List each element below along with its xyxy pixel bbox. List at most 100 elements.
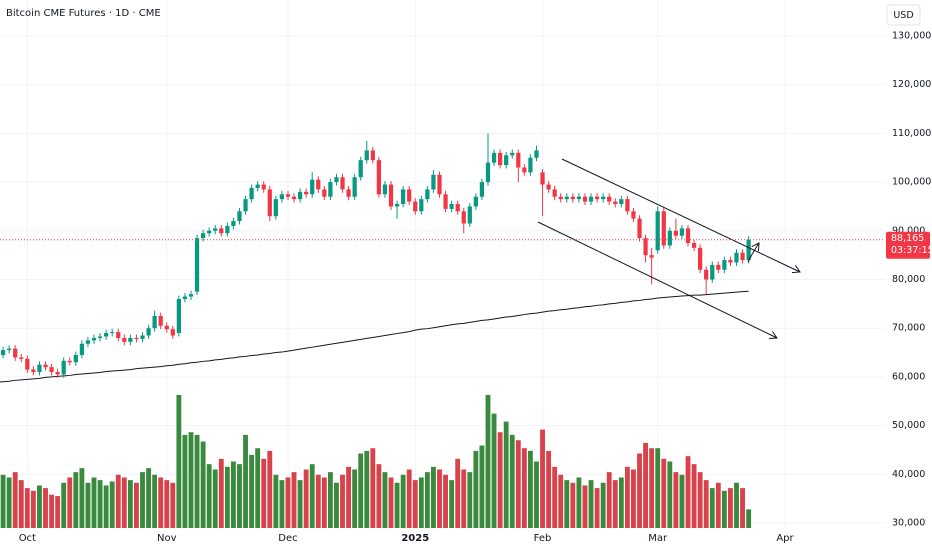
x-tick-label: Mar: [648, 533, 668, 544]
volume-bar: [491, 413, 497, 528]
volume-bar: [200, 441, 206, 528]
volume-bar: [49, 494, 55, 528]
candle-body: [219, 228, 224, 234]
volume-bar: [570, 482, 576, 528]
volume-bar: [691, 464, 697, 528]
volume-bar: [534, 461, 539, 528]
candle-body: [140, 335, 145, 339]
candle-body: [0, 350, 6, 355]
volume-bar: [558, 474, 564, 528]
volume-bar: [24, 488, 30, 528]
volume-bar: [115, 474, 121, 528]
candle-body: [207, 230, 212, 234]
candle-body: [534, 150, 539, 158]
volume-bar: [249, 454, 255, 528]
x-tick-label: Feb: [534, 533, 552, 544]
candle-body: [576, 196, 582, 200]
candle-body: [431, 174, 436, 190]
volume-bar: [424, 472, 430, 528]
volume-bar: [164, 480, 170, 528]
candle-body: [419, 199, 424, 212]
candle-body: [67, 360, 72, 363]
candle-body: [504, 155, 509, 166]
candle-body: [667, 230, 672, 246]
candle-body: [734, 252, 739, 263]
candle-body: [73, 354, 78, 363]
volume-bar: [321, 477, 327, 528]
volume-bar: [55, 496, 61, 528]
candle-body: [473, 196, 478, 207]
volume-bar: [30, 490, 36, 528]
volume-bar: [521, 448, 527, 528]
volume-bar: [103, 485, 109, 528]
volume-bar: [273, 474, 279, 528]
candle-body: [31, 369, 36, 373]
candle-body: [279, 194, 285, 200]
candle-body: [328, 182, 333, 197]
volume-bar: [37, 485, 42, 528]
candle-body: [607, 196, 612, 202]
candle-body: [413, 201, 418, 212]
axis-layer: 30,000 40,000 50,000 60,000 70,000 80,000 90,0…: [19, 30, 932, 544]
currency[interactable]: USD: [893, 10, 913, 21]
candle-body: [637, 218, 642, 239]
volume-bar: [303, 469, 309, 528]
candle-body: [625, 199, 630, 212]
volume-bar: [515, 440, 521, 528]
volume-bar: [679, 474, 685, 528]
volume-bar: [685, 456, 691, 528]
candle-body: [455, 204, 460, 212]
volume-bar: [631, 469, 636, 528]
y-tick-label: 70,000: [892, 323, 925, 334]
volume-bar: [449, 480, 455, 528]
volume-bar: [67, 477, 73, 528]
candle-body: [558, 196, 563, 200]
volume-bar: [261, 458, 267, 528]
countdown: 03:37:15: [891, 245, 932, 256]
moving-average: [0, 290, 749, 383]
candle-body: [564, 196, 569, 200]
volume-bar: [364, 450, 370, 528]
candle-body: [273, 199, 278, 217]
volume-bar: [315, 474, 321, 528]
volume-bar: [418, 477, 424, 528]
drawings: [537, 158, 801, 340]
volume-bar: [394, 482, 400, 528]
volume-bar: [503, 421, 509, 528]
candle-body: [200, 233, 206, 239]
volume-bar: [121, 477, 127, 528]
candle-body: [716, 264, 721, 270]
volume-bar: [437, 469, 442, 528]
volume-bar: [97, 480, 103, 528]
last-price-box: [886, 231, 930, 259]
candle-body: [188, 294, 194, 297]
candle-body: [643, 238, 648, 256]
volume-bar: [230, 461, 236, 528]
candle-body: [485, 162, 491, 183]
volume-bar: [140, 472, 145, 528]
chart-title: Bitcoin CME Futures · 1D · CME: [6, 8, 161, 19]
volume-bar: [85, 482, 91, 528]
volume-bar: [455, 458, 461, 528]
volume-bar: [406, 469, 412, 528]
volume-bar: [12, 472, 18, 528]
volume-bar: [709, 488, 715, 528]
candle-body: [158, 316, 163, 326]
candle-body: [698, 247, 703, 270]
volume-bar: [443, 474, 448, 528]
volume-bar: [552, 466, 558, 528]
candle-body: [728, 260, 733, 263]
volume-bar: [746, 509, 752, 528]
volume-bar: [61, 482, 67, 528]
currency-button[interactable]: [886, 4, 921, 26]
candle-body: [570, 196, 575, 200]
candle-body: [522, 167, 527, 173]
volume-bar: [667, 461, 673, 528]
y-tick-label: 110,000: [892, 128, 931, 139]
projection-arrow: [747, 242, 760, 263]
y-tick-label: 40,000: [892, 469, 925, 480]
candle-body: [407, 189, 412, 202]
candle-body: [401, 189, 406, 205]
